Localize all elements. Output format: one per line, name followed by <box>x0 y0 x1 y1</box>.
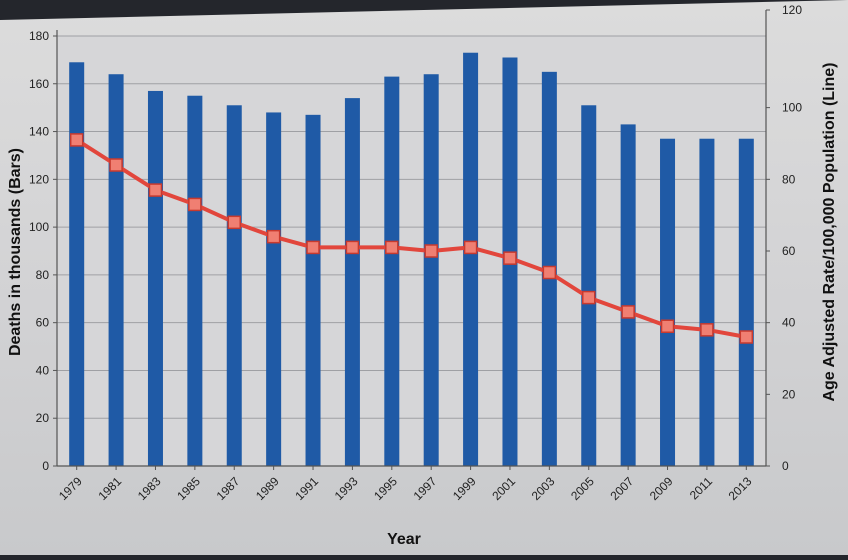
bar-1997 <box>423 74 439 466</box>
y-axis-title: Deaths in thousands (Bars) <box>7 148 24 356</box>
bar-1993 <box>344 98 360 466</box>
line-point-1991 <box>306 240 320 255</box>
line-point-2013 <box>739 330 754 344</box>
y2-tick-label: 80 <box>782 172 796 186</box>
line-point-2001 <box>503 251 517 265</box>
x-tick-label: 1987 <box>214 474 243 503</box>
line-point-2003 <box>542 265 557 280</box>
y-tick-label: 80 <box>36 268 50 282</box>
line-point-2011 <box>700 323 714 337</box>
y-tick-label: 40 <box>36 363 50 377</box>
y2-tick-label: 100 <box>782 101 802 115</box>
y-tick-label: 20 <box>36 411 50 425</box>
x-tick-label: 1999 <box>450 474 479 503</box>
line-point-1993 <box>345 240 360 255</box>
x-tick-label: 1993 <box>332 474 361 503</box>
x-tick-label: 2007 <box>607 474 636 503</box>
bar-1995 <box>384 76 400 466</box>
x-tick-label: 2013 <box>726 474 755 503</box>
x-tick-label: 1981 <box>95 474 124 503</box>
y-tick-label: 140 <box>29 125 49 139</box>
x-tick-label: 1985 <box>174 474 203 503</box>
bar-1989 <box>266 112 282 466</box>
bar-1985 <box>187 95 203 466</box>
x-tick-label: 2011 <box>687 474 715 502</box>
y2-tick-label: 0 <box>782 459 789 473</box>
x-tick-label: 2003 <box>529 474 558 503</box>
x-tick-label: 1979 <box>56 474 85 503</box>
line-point-2005 <box>582 290 596 305</box>
line-point-1983 <box>148 183 163 197</box>
x-tick-label: 1991 <box>292 474 321 503</box>
y-tick-label: 120 <box>29 172 49 186</box>
line-point-1999 <box>463 240 478 255</box>
bar-1999 <box>463 52 479 466</box>
x-tick-label: 1983 <box>135 474 164 503</box>
line-point-1987 <box>227 215 241 230</box>
bar-1991 <box>305 114 321 466</box>
bar-2007 <box>620 124 636 466</box>
gridlines <box>57 35 766 419</box>
line-point-1989 <box>266 229 281 244</box>
x-tick-label: 2005 <box>568 474 597 503</box>
line-point-1997 <box>424 244 438 258</box>
bar-1983 <box>147 90 163 466</box>
bar-2009 <box>660 138 676 466</box>
line-point-2007 <box>621 305 635 319</box>
line-point-1979 <box>69 133 84 147</box>
x-tick-label: 1995 <box>371 474 400 503</box>
line-series <box>69 133 754 344</box>
bar-2011 <box>699 138 715 466</box>
bar-2005 <box>581 105 597 467</box>
line-point-1995 <box>385 240 399 255</box>
x-tick-label: 2001 <box>489 474 518 503</box>
bar-2013 <box>738 138 754 466</box>
bar-series <box>69 52 754 467</box>
y-tick-label: 100 <box>29 220 49 234</box>
x-tick-label: 2009 <box>647 474 676 503</box>
y-tick-label: 160 <box>29 77 49 91</box>
y-tick-label: 180 <box>29 29 49 43</box>
bar-1987 <box>226 105 242 467</box>
x-axis-title: Year <box>387 531 421 548</box>
y2-tick-label: 20 <box>782 387 796 401</box>
bar-1981 <box>108 74 124 466</box>
y-tick-label: 60 <box>36 316 50 330</box>
y2-tick-label: 60 <box>782 244 796 258</box>
x-tick-label: 1989 <box>253 474 282 503</box>
x-tick-label: 1997 <box>411 474 440 503</box>
y-tick-label: 0 <box>42 459 49 473</box>
y2-tick-label: 40 <box>782 316 796 330</box>
line-point-1981 <box>109 158 123 172</box>
line-point-1985 <box>188 197 202 212</box>
bar-1979 <box>69 62 85 467</box>
y2-axis-title: Age Adjusted Rate/100,000 Population (Li… <box>821 62 838 401</box>
line-point-2009 <box>660 319 675 333</box>
y2-tick-label: 120 <box>782 3 802 17</box>
